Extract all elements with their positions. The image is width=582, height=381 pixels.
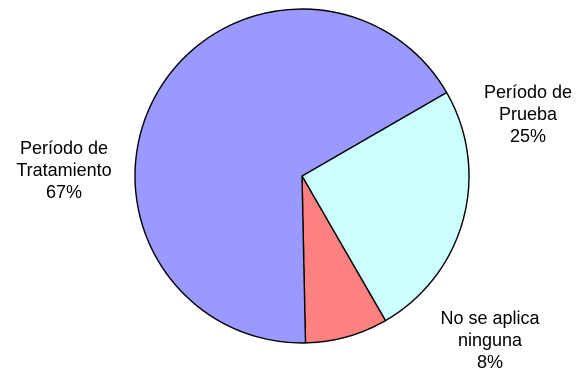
slice-label-0-line-0: Período de bbox=[484, 82, 572, 102]
pie-slice-2 bbox=[134, 8, 448, 344]
slice-label-1: No se aplica ninguna 8% bbox=[440, 308, 540, 372]
slice-label-0-line-2: 25% bbox=[510, 126, 546, 146]
slice-label-1-line-0: No se aplica bbox=[440, 308, 540, 328]
slice-label-0: Período de Prueba 25% bbox=[484, 82, 572, 146]
slice-label-1-line-1: ninguna bbox=[458, 330, 523, 350]
slice-label-2-line-1: Tratamiento bbox=[16, 160, 111, 180]
slice-label-2: Período de Tratamiento 67% bbox=[16, 138, 111, 202]
slice-label-2-line-2: 67% bbox=[46, 182, 82, 202]
slice-label-2-line-0: Período de bbox=[20, 138, 108, 158]
slice-label-1-line-2: 8% bbox=[477, 352, 503, 372]
pie-slice-0 bbox=[301, 91, 470, 322]
slice-label-0-line-1: Prueba bbox=[499, 104, 558, 124]
pie-labels: Período de Prueba 25%No se aplica ninguna 8%… bbox=[16, 82, 572, 372]
pie-slices bbox=[134, 8, 470, 344]
